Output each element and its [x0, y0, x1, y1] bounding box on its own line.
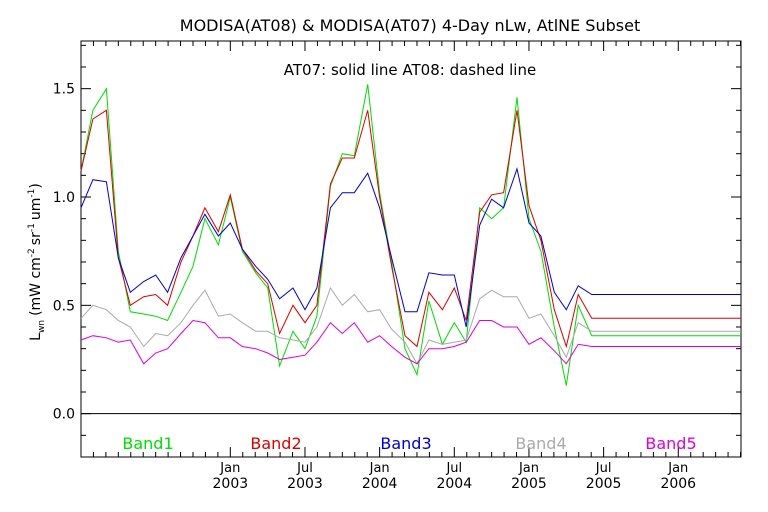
ylabel-units-end: um	[28, 198, 44, 221]
x-tick-year: 2005	[586, 476, 622, 492]
x-tick-month: Jan	[667, 461, 688, 476]
legend-band2: Band2	[250, 434, 301, 453]
series-line-band1	[80, 84, 741, 386]
y-axis: 0.0 0.5 1.0 1.5	[53, 44, 741, 436]
ylabel-units: (mW cm	[28, 257, 44, 316]
legend-band3: Band3	[380, 434, 431, 453]
chart-title: MODISA(AT08) & MODISA(AT07) 4-Day nLw, A…	[180, 16, 640, 35]
series-lines	[80, 84, 741, 386]
ylabel-symbol: L	[28, 333, 44, 341]
x-tick-month: Jan	[369, 461, 390, 476]
plot-frame	[80, 40, 742, 458]
series-line-band3	[80, 166, 741, 328]
series-line-band4	[80, 286, 741, 365]
legend-band5: Band5	[645, 434, 696, 453]
y-tick-label: 0.0	[53, 407, 75, 423]
x-tick-year: 2003	[213, 476, 249, 492]
y-tick-label: 1.5	[53, 82, 75, 98]
series-line-band5	[80, 319, 741, 365]
x-tick-month: Jul	[445, 461, 462, 476]
ylabel-exp3: -1	[27, 189, 37, 198]
ylabel-close: )	[28, 183, 44, 188]
y-axis-label: Lwn(mW cm-2sr-1um-1)	[27, 183, 47, 341]
ylabel-units-tail: sr	[28, 232, 44, 245]
legend: Band1 Band2 Band3 Band4 Band5	[122, 434, 696, 453]
x-tick-month: Jan	[518, 461, 539, 476]
legend-band1: Band1	[122, 434, 173, 453]
series-line-band2	[80, 109, 741, 349]
x-axis: Jan2003Jul2003Jan2004Jul2004Jan2005Jul20…	[80, 41, 742, 492]
x-tick-year: 2004	[436, 476, 472, 492]
x-tick-year: 2005	[511, 476, 547, 492]
legend-band4: Band4	[515, 434, 566, 453]
y-tick-label: 0.5	[53, 298, 75, 314]
x-tick-year: 2004	[362, 476, 398, 492]
x-tick-month: Jan	[219, 461, 240, 476]
ylabel-subscript: wn	[37, 320, 47, 333]
x-tick-year: 2006	[660, 476, 696, 492]
x-tick-month: Jul	[296, 461, 313, 476]
x-tick-month: Jul	[595, 461, 612, 476]
ylabel-exp2: -1	[27, 223, 37, 232]
y-tick-label: 1.0	[53, 190, 75, 206]
ylabel-exp1: -2	[27, 248, 37, 257]
x-tick-year: 2003	[287, 476, 323, 492]
chart-subtitle: AT07: solid line AT08: dashed line	[284, 61, 536, 79]
